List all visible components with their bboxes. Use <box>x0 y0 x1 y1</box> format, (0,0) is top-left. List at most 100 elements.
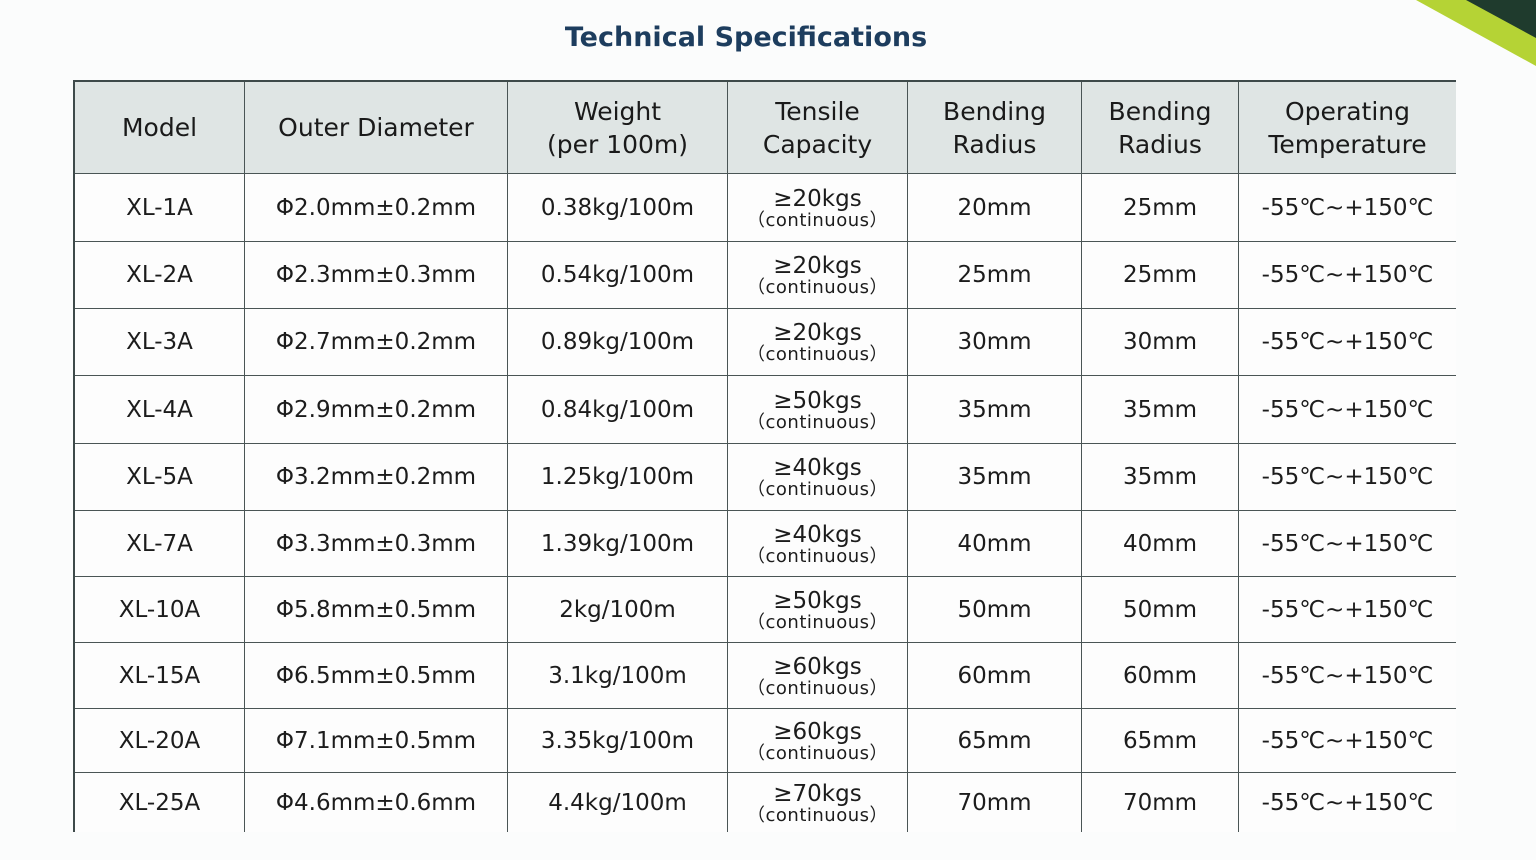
spec-table: Model Outer Diameter Weight (per 100m) Tensi… <box>73 80 1456 832</box>
table-cell: Φ2.3mm±0.3mm <box>245 242 508 309</box>
cell-note: （continuous） <box>747 545 888 567</box>
cell-text: 35mm <box>1122 464 1198 490</box>
table-cell: 4.4kg/100m <box>508 773 728 832</box>
cell-text: XL-15A <box>118 662 201 689</box>
cell-text: Φ5.8mm±0.5mm <box>275 596 477 623</box>
table-cell: 2kg/100m <box>508 577 728 643</box>
table-cell: XL-1A <box>75 174 245 242</box>
table-cell: ≥50kgs （continuous） <box>728 577 908 643</box>
table-cell: 35mm <box>908 376 1082 444</box>
table-cell: 30mm <box>908 309 1082 376</box>
table-cell: ≥40kgs （continuous） <box>728 511 908 577</box>
cell-text: 3.35kg/100m <box>540 727 695 754</box>
cell-text: Φ2.3mm±0.3mm <box>275 262 477 288</box>
cell-note: （continuous） <box>747 277 888 298</box>
cell-text: Φ2.7mm±0.2mm <box>275 329 477 355</box>
table-cell: 50mm <box>1082 577 1239 643</box>
header-text: (per 100m) <box>546 129 689 159</box>
cell-text: 65mm <box>1122 727 1198 754</box>
table-cell: 0.84kg/100m <box>508 376 728 444</box>
cell-text: Φ2.9mm±0.2mm <box>275 396 477 423</box>
table-cell: XL-25A <box>75 773 245 832</box>
title: Technical Specifications <box>564 22 928 53</box>
table-cell: -55℃~+150℃ <box>1239 444 1456 511</box>
table-cell: -55℃~+150℃ <box>1239 511 1456 577</box>
header-cell: Bending Radius <box>908 82 1082 174</box>
table-cell: 3.35kg/100m <box>508 709 728 773</box>
table-cell: -55℃~+150℃ <box>1239 709 1456 773</box>
table-cell: XL-10A <box>75 577 245 643</box>
cell-note: （continuous） <box>747 804 888 826</box>
cell-note: （continuous） <box>747 611 888 633</box>
table-cell: 25mm <box>908 242 1082 309</box>
cell-text: ≥40kgs <box>773 521 862 548</box>
table-cell: XL-3A <box>75 309 245 376</box>
table-cell: ≥50kgs （continuous） <box>728 376 908 444</box>
table-cell: 70mm <box>908 773 1082 832</box>
table-cell: Φ2.7mm±0.2mm <box>245 309 508 376</box>
header-text: Weight <box>573 96 662 126</box>
table-cell: XL-7A <box>75 511 245 577</box>
cell-text: -55℃~+150℃ <box>1261 662 1434 689</box>
cell-text: 30mm <box>1122 329 1198 355</box>
table-cell: Φ2.9mm±0.2mm <box>245 376 508 444</box>
table-cell: 65mm <box>908 709 1082 773</box>
cell-text: 70mm <box>1122 789 1198 816</box>
header-text: Temperature <box>1268 129 1427 159</box>
cell-text: ≥50kgs <box>773 387 862 414</box>
cell-text: 30mm <box>957 329 1032 355</box>
table-cell: XL-15A <box>75 643 245 709</box>
cell-text: 70mm <box>957 789 1032 816</box>
header-cell: Bending Radius <box>1082 82 1239 174</box>
cell-text: 50mm <box>1122 596 1198 623</box>
cell-text: 35mm <box>957 396 1032 423</box>
cell-text: Φ4.6mm±0.6mm <box>275 789 477 816</box>
table-cell: -55℃~+150℃ <box>1239 174 1456 242</box>
cell-text: XL-5A <box>126 464 193 490</box>
table-cell: -55℃~+150℃ <box>1239 376 1456 444</box>
cell-text: 60mm <box>957 662 1032 689</box>
cell-text: 0.84kg/100m <box>540 396 695 423</box>
cell-text: ≥60kgs <box>773 718 862 745</box>
cell-text: Φ3.3mm±0.3mm <box>275 530 477 557</box>
header-cell: Tensile Capacity <box>728 82 908 174</box>
cell-note: （continuous） <box>747 344 888 365</box>
header-text: Outer Diameter <box>278 113 474 142</box>
table-cell: Φ3.3mm±0.3mm <box>245 511 508 577</box>
table-cell: 35mm <box>1082 444 1239 511</box>
table-cell: 65mm <box>1082 709 1239 773</box>
table-cell: -55℃~+150℃ <box>1239 773 1456 832</box>
cell-text: XL-1A <box>126 194 193 221</box>
table-cell: ≥60kgs （continuous） <box>728 709 908 773</box>
cell-text: 25mm <box>1122 194 1198 221</box>
cell-note: （continuous） <box>747 742 888 764</box>
cell-text: 4.4kg/100m <box>548 789 687 816</box>
header-text: Radius <box>1118 129 1202 159</box>
table-cell: -55℃~+150℃ <box>1239 577 1456 643</box>
cell-text: 40mm <box>957 530 1032 557</box>
table-cell: 0.89kg/100m <box>508 309 728 376</box>
table-cell: ≥70kgs （continuous） <box>728 773 908 832</box>
cell-text: -55℃~+150℃ <box>1261 727 1434 754</box>
cell-text: 25mm <box>1122 262 1198 288</box>
cell-text: -55℃~+150℃ <box>1261 464 1434 490</box>
cell-text: -55℃~+150℃ <box>1261 194 1434 221</box>
cell-text: 35mm <box>1122 396 1198 423</box>
table-cell: ≥20kgs （continuous） <box>728 174 908 242</box>
cell-text: 2kg/100m <box>559 596 676 623</box>
cell-text: ≥40kgs <box>773 455 862 481</box>
cell-text: Φ3.2mm±0.2mm <box>275 464 477 490</box>
cell-text: 20mm <box>957 194 1032 221</box>
cell-text: 3.1kg/100m <box>548 662 687 689</box>
table-cell: ≥40kgs （continuous） <box>728 444 908 511</box>
cell-text: -55℃~+150℃ <box>1261 530 1434 557</box>
table-cell: 60mm <box>1082 643 1239 709</box>
cell-text: -55℃~+150℃ <box>1261 396 1434 423</box>
table-cell: 35mm <box>908 444 1082 511</box>
cell-note: （continuous） <box>747 479 888 500</box>
table-cell: 60mm <box>908 643 1082 709</box>
table-cell: 35mm <box>1082 376 1239 444</box>
table-cell: 0.38kg/100m <box>508 174 728 242</box>
table-cell: 1.39kg/100m <box>508 511 728 577</box>
